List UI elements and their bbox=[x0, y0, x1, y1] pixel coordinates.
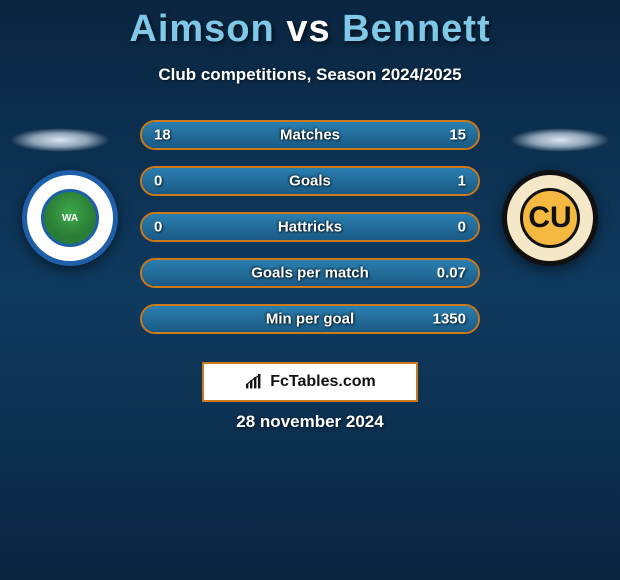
stat-row: 0 0 Hattricks bbox=[140, 212, 480, 242]
stat-value-right: 1350 bbox=[433, 311, 466, 328]
stat-row: 18 15 Matches bbox=[140, 120, 480, 150]
player2-name: Bennett bbox=[342, 8, 490, 50]
player1-shadow bbox=[10, 128, 110, 152]
stat-label: Goals bbox=[289, 173, 331, 190]
brand-text: FcTables.com bbox=[270, 373, 376, 391]
player2-shadow bbox=[510, 128, 610, 152]
player1-crest-inner: WA bbox=[41, 189, 99, 247]
player1-name: Aimson bbox=[129, 8, 274, 50]
stat-label: Goals per match bbox=[251, 265, 369, 282]
stat-value-right: 0.07 bbox=[437, 265, 466, 282]
stat-row: 0.07 Goals per match bbox=[140, 258, 480, 288]
stat-row: 1350 Min per goal bbox=[140, 304, 480, 334]
brand-box: FcTables.com bbox=[202, 362, 418, 402]
stat-value-right: 15 bbox=[449, 127, 466, 144]
stat-value-left: 0 bbox=[154, 219, 162, 236]
subtitle: Club competitions, Season 2024/2025 bbox=[0, 65, 620, 85]
bar-fill-right bbox=[209, 122, 478, 148]
stat-value-right: 1 bbox=[458, 173, 466, 190]
stat-row: 0 1 Goals bbox=[140, 166, 480, 196]
bar-fill-left bbox=[142, 168, 209, 194]
stat-value-left: 0 bbox=[154, 173, 162, 190]
stat-bars: 18 15 Matches 0 1 Goals 0 0 Hattricks 0.07 Goals p… bbox=[140, 120, 480, 350]
player1-crest: WA bbox=[22, 170, 118, 266]
stat-value-left: 18 bbox=[154, 127, 171, 144]
player2-crest-inner: CU bbox=[520, 188, 580, 248]
stat-value-right: 0 bbox=[458, 219, 466, 236]
bar-fill-right bbox=[209, 168, 478, 194]
stat-label: Min per goal bbox=[266, 311, 354, 328]
date-text: 28 november 2024 bbox=[236, 412, 383, 432]
comparison-title: Aimson vs Bennett bbox=[0, 0, 620, 51]
bar-fill-left bbox=[142, 122, 209, 148]
chart-icon bbox=[244, 374, 264, 390]
stat-label: Matches bbox=[280, 127, 340, 144]
vs-text: vs bbox=[286, 8, 330, 50]
player2-crest: CU bbox=[502, 170, 598, 266]
stat-label: Hattricks bbox=[278, 219, 342, 236]
